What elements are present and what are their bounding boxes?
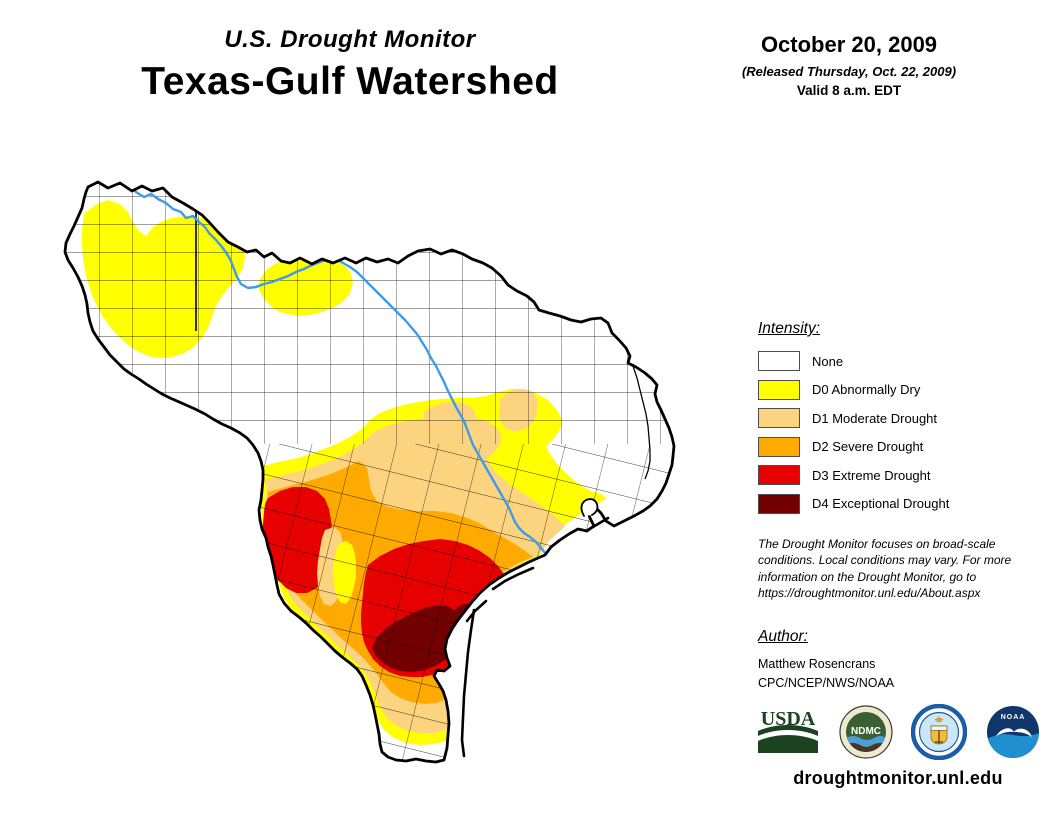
legend-row-d1: D1 Moderate Drought [758, 408, 1038, 429]
author-block: Author: Matthew Rosencrans CPC/NCEP/NWS/… [758, 628, 1036, 694]
legend-swatch-d3 [758, 465, 800, 486]
noaa-lower-sea [986, 733, 1039, 758]
legend-row-d0: D0 Abnormally Dry [758, 379, 1038, 401]
usda-swoosh-bottom [758, 735, 818, 753]
ndmc-logo-text: NDMC [851, 726, 881, 737]
legend-swatch-none [758, 351, 800, 372]
ndmc-water-wave [845, 736, 886, 747]
date-block: October 20, 2009 (Released Thursday, Oct… [712, 32, 986, 98]
legend-swatch-d0 [758, 379, 800, 400]
matagorda-peninsula [491, 566, 535, 591]
author-heading: Author: [758, 628, 808, 645]
noaa-logo: NOAA [986, 706, 1039, 758]
agency-logos: USDA NDMC [756, 703, 1040, 761]
legend-swatch-d2 [758, 436, 800, 457]
commerce-seal-logo [911, 704, 968, 760]
noaa-logo-text: NOAA [1001, 714, 1026, 721]
author-name: Matthew Rosencrans [758, 657, 876, 671]
legend-row-d3: D3 Extreme Drought [758, 465, 1038, 486]
drought-map-svg [63, 180, 676, 764]
commerce-anchor [935, 730, 944, 744]
legend-swatch-d4 [758, 493, 800, 514]
released-date: (Released Thursday, Oct. 22, 2009) [741, 64, 957, 79]
barrier-islands [460, 498, 610, 758]
galveston-bay-inlet [580, 498, 599, 517]
river [128, 184, 555, 567]
noaa-gull-icon [995, 728, 1032, 737]
county-grid [65, 182, 674, 762]
legend-label-d4: D4 Exceptional Drought [812, 496, 950, 512]
valid-time: Valid 8 a.m. EDT [796, 83, 902, 98]
header-title-block: U.S. Drought Monitor Texas-Gulf Watershe… [60, 26, 640, 104]
usda-logo-text: USDA [761, 708, 816, 730]
commerce-shield-chief [930, 725, 948, 731]
legend-row-none: None [758, 351, 1038, 372]
legend-label-d1: D1 Moderate Drought [812, 410, 938, 426]
intensity-legend: Intensity: None D0 Abnormally Dry D1 Mod… [758, 320, 1038, 522]
legend-label-d2: D2 Severe Drought [812, 439, 924, 455]
legend-swatch-d1 [758, 408, 800, 429]
legend-heading: Intensity: [758, 320, 821, 337]
watershed-map [55, 168, 745, 813]
commerce-eagle-wings [934, 717, 944, 721]
ndmc-logo: NDMC [839, 705, 893, 759]
legend-label-d0: D0 Abnormally Dry [812, 382, 921, 398]
author-organization: CPC/NCEP/NWS/NOAA [758, 676, 895, 691]
legend-row-d4: D4 Exceptional Drought [758, 493, 1038, 515]
website-url: droughtmonitor.unl.edu [793, 768, 1003, 788]
map-date: October 20, 2009 [760, 32, 938, 57]
legend-row-d2: D2 Severe Drought [758, 436, 1038, 458]
usda-swoosh-top [758, 725, 818, 736]
padre-island [460, 608, 476, 758]
legend-label-d3: D3 Extreme Drought [812, 467, 931, 483]
legend-label-none: None [812, 353, 844, 369]
galveston-island [584, 516, 610, 533]
disclaimer-text: The Drought Monitor focuses on broad-sca… [758, 537, 1012, 600]
program-title: U.S. Drought Monitor [224, 26, 476, 53]
page-title: Texas-Gulf Watershed [141, 60, 559, 103]
usda-logo: USDA [758, 708, 818, 753]
